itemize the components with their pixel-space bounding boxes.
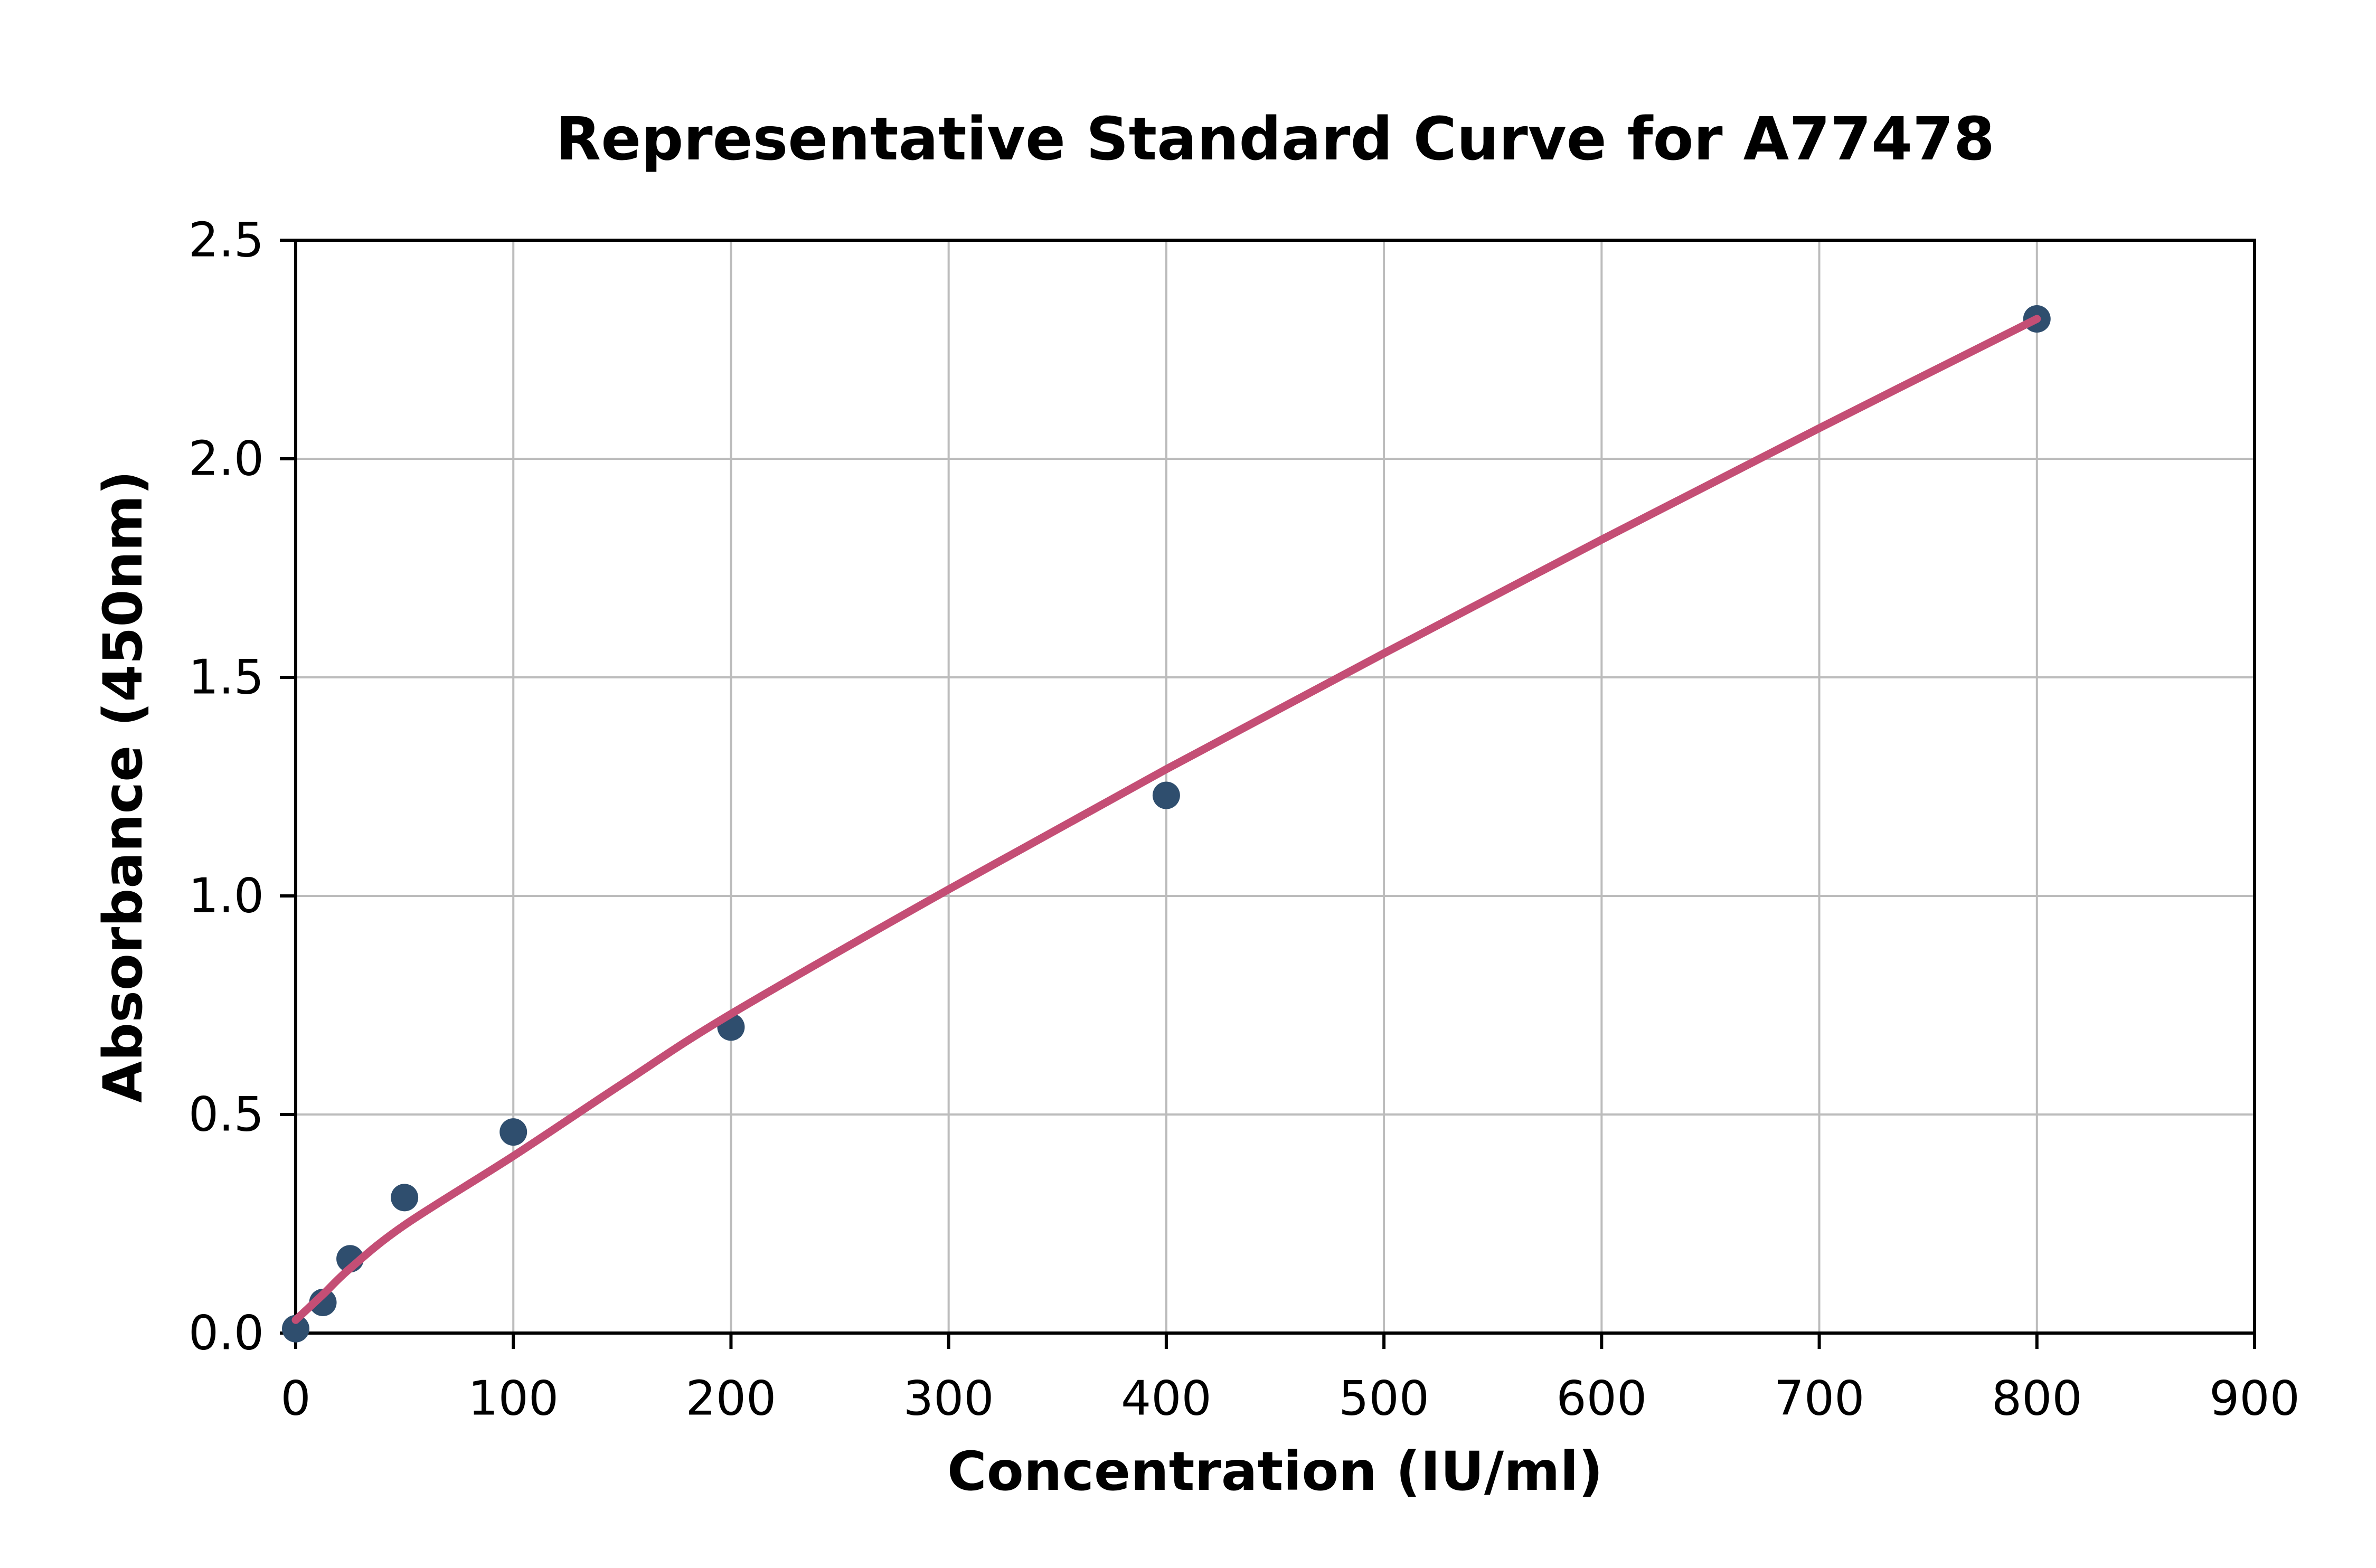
y-axis-label: Absorbance (450nm) xyxy=(92,470,155,1103)
trend-line xyxy=(291,315,2041,1324)
x-tick-label: 900 xyxy=(2209,1371,2300,1426)
data-point xyxy=(282,1315,309,1343)
tick-labels: 0 100 200 300 400 500 600 700 800 900 0.0 0.5 1.0 1.5… xyxy=(188,213,2300,1427)
x-tick-label: 200 xyxy=(686,1371,777,1426)
data-point xyxy=(1152,781,1180,809)
y-tick-label: 1.0 xyxy=(188,868,264,924)
data-point xyxy=(499,1118,527,1146)
x-tick-label: 800 xyxy=(1992,1371,2082,1426)
x-axis-label: Concentration (IU/ml) xyxy=(947,1440,1603,1503)
x-tick-label: 300 xyxy=(903,1371,994,1426)
y-tick-label: 1.5 xyxy=(188,650,264,705)
x-tick-label: 600 xyxy=(1556,1371,1647,1426)
chart-title: Representative Standard Curve for A77478 xyxy=(555,105,1995,174)
x-tick-label: 500 xyxy=(1338,1371,1429,1426)
x-tick-label: 100 xyxy=(468,1371,559,1426)
x-tick-label: 0 xyxy=(280,1371,310,1426)
data-point xyxy=(309,1289,337,1317)
y-tick-label: 2.5 xyxy=(188,213,264,268)
y-tick-label: 0.5 xyxy=(188,1087,264,1142)
data-point xyxy=(391,1184,419,1212)
plot-border xyxy=(294,239,2256,1335)
x-tick-label: 400 xyxy=(1121,1371,1212,1426)
x-tick-label: 700 xyxy=(1774,1371,1865,1426)
gridlines xyxy=(295,239,2256,1334)
axis-ticks xyxy=(280,239,2256,1349)
y-tick-label: 2.0 xyxy=(188,431,264,487)
y-tick-label: 0.0 xyxy=(188,1306,264,1361)
